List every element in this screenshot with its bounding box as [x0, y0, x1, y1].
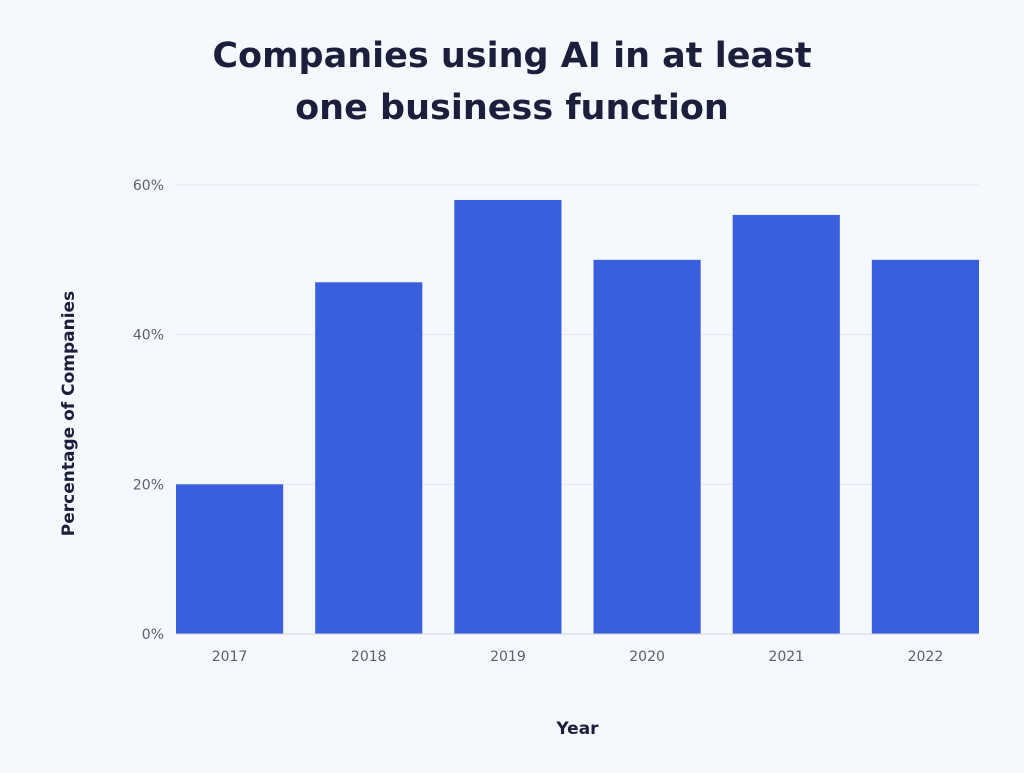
x-tick-label: 2022: [908, 649, 944, 665]
bar-2018: [315, 282, 423, 634]
y-tick-label: 20%: [133, 477, 164, 493]
chart-title: Companies using AI in at least one busin…: [0, 30, 1024, 134]
y-tick-label: 0%: [142, 627, 164, 643]
chart-title-line-2: one business function: [295, 88, 729, 128]
x-tick-label: 2021: [768, 649, 804, 665]
bar-2017: [176, 484, 284, 634]
grid-lines: [176, 184, 979, 485]
x-axis-ticks: 2017 2018 2019 2020 2021 2022: [212, 649, 943, 665]
chart-title-line-1: Companies using AI in at least: [212, 36, 812, 76]
y-tick-label: 40%: [133, 328, 164, 344]
x-tick-label: 2020: [629, 649, 665, 665]
bar-2021: [732, 214, 840, 634]
x-axis-title: Year: [555, 719, 599, 739]
x-tick-label: 2017: [212, 649, 248, 665]
y-axis-title: Percentage of Companies: [59, 291, 79, 536]
bar-2022: [871, 259, 979, 634]
y-axis-ticks: 0% 20% 40% 60%: [133, 178, 164, 643]
x-tick-label: 2018: [351, 649, 387, 665]
bar-2019: [454, 199, 562, 634]
bars: [176, 199, 979, 634]
bar-2020: [593, 259, 701, 634]
y-tick-label: 60%: [133, 178, 164, 194]
x-tick-label: 2019: [490, 649, 526, 665]
